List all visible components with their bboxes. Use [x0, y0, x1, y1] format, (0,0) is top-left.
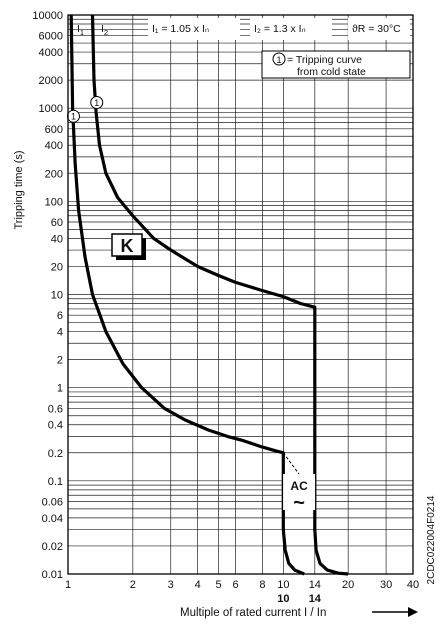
y-tick-label: 0.6 — [48, 403, 63, 415]
x-tick-label: 1 — [65, 579, 71, 591]
x-tick-label: 10 — [277, 579, 289, 591]
y-tick-label: 10 — [51, 290, 63, 302]
x-tick-label: 6 — [233, 579, 239, 591]
curve-upper — [90, 14, 349, 576]
cold-state-marker-text: 1 — [94, 98, 99, 108]
y-tick-label: 6 — [57, 310, 63, 322]
cold-state-marker-circle — [90, 96, 104, 110]
tick-labels: 0.01 0.02 0.04 0.06 0.1 0.2 0.4 0.6 1 2 4 6 10 20 40 60… — [32, 10, 419, 605]
legend-line2: from cold state — [297, 66, 366, 78]
y-tick-label: 1 — [57, 383, 63, 395]
legend-marker-circle — [272, 52, 286, 66]
y-tick-label: 200 — [45, 168, 63, 180]
y-tick-label: 10000 — [32, 10, 63, 22]
annotations: I1 I2 I₁ = 1.05 x Iₙ I₂ = 1.3 x Iₙ ϑR = 30°C… — [66, 18, 411, 514]
y-tick-label: 20 — [51, 261, 63, 273]
y-tick-label: 2 — [57, 355, 63, 367]
x-tick-label: 2 — [130, 579, 136, 591]
x-axis-arrow-icon — [372, 607, 418, 617]
x-tick-label: 3 — [168, 579, 174, 591]
y-tick-label: 4 — [57, 327, 63, 339]
ac-label: AC — [290, 479, 308, 493]
legend-marker-text: 1 — [276, 55, 281, 65]
grid — [67, 15, 414, 575]
y-tick-label: 0.06 — [42, 497, 63, 509]
curve-lower — [69, 14, 305, 576]
legend-line1: = Tripping curve — [287, 54, 362, 66]
i2-curve-label: I2 — [101, 23, 108, 37]
y-tick-label: 400 — [45, 140, 63, 152]
legend-box — [261, 50, 411, 79]
eq2-background — [250, 18, 332, 40]
x-tick-label-bold: 10 — [277, 593, 289, 605]
temperature-label: ϑR = 30°C — [352, 23, 401, 35]
y-tick-label: 100 — [45, 196, 63, 208]
ac-symbol: ~ — [293, 492, 305, 514]
eq2-label: I₂ = 1.3 x Iₙ — [254, 23, 306, 35]
y-tick-label: 0.1 — [48, 476, 63, 488]
y-tick-label: 60 — [51, 217, 63, 229]
y-tick-label: 0.4 — [48, 420, 63, 432]
x-tick-label: 14 — [309, 579, 321, 591]
i1-curve-label: I1 — [77, 23, 84, 37]
k-characteristic-label: K — [121, 236, 134, 256]
eq1-label: I₁ = 1.05 x Iₙ — [152, 23, 209, 35]
x-tick-label: 20 — [342, 579, 354, 591]
y-axis-label: Tripping time (s) — [13, 150, 25, 229]
y-tick-label: 6000 — [39, 31, 63, 43]
x-tick-label: 8 — [259, 579, 265, 591]
y-tick-label: 1000 — [39, 103, 63, 115]
eq1-background — [148, 18, 240, 40]
side-code: 2CDC022004F0214 — [426, 495, 437, 584]
temp-background — [348, 18, 410, 40]
y-tick-label: 600 — [45, 124, 63, 136]
x-tick-label: 5 — [215, 579, 221, 591]
x-axis-label: Multiple of rated current I / In — [180, 607, 326, 619]
y-tick-label: 40 — [51, 233, 63, 245]
y-tick-label: 2000 — [39, 75, 63, 87]
x-tick-label: 30 — [380, 579, 392, 591]
y-tick-label: 4000 — [39, 47, 63, 59]
y-tick-label: 0.01 — [42, 569, 63, 581]
x-tick-label: 40 — [407, 579, 419, 591]
plot-frame — [67, 14, 414, 575]
y-tick-label: 0.2 — [48, 448, 63, 460]
y-tick-label: 0.02 — [42, 541, 63, 553]
ac-background — [283, 474, 316, 510]
x-tick-label-bold: 14 — [309, 593, 322, 605]
y-tick-label: 0.04 — [42, 513, 63, 525]
x-tick-label: 4 — [195, 579, 201, 591]
cold-state-marker-text: 1 — [71, 112, 76, 122]
k-box — [111, 233, 143, 257]
